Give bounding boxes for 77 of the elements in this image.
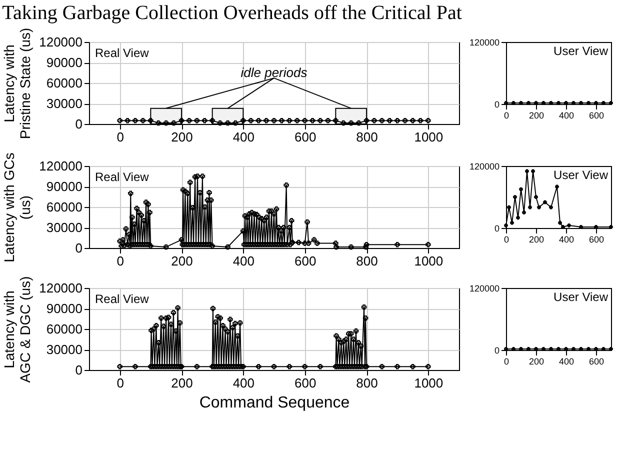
x-tick-label: 0 (116, 130, 124, 144)
x-tick-label: 200 (171, 376, 193, 390)
point (510, 220, 514, 225)
x-tick-label: 400 (232, 130, 255, 144)
y-tick-label: 120000 (39, 158, 82, 174)
y-tick-label: 90000 (46, 55, 82, 70)
annotation: User View (554, 168, 608, 182)
annotation: idle periods (240, 65, 308, 80)
y-tick-label: 30000 (46, 342, 82, 357)
x-tick-label: 0 (116, 254, 124, 268)
x-tick-label: 800 (356, 254, 378, 268)
x-tick-label: 200 (171, 130, 193, 144)
y-tick-label: 30000 (46, 220, 82, 235)
x-tick-label: 600 (294, 254, 316, 268)
y-axis-title: Latency with AGC & DGC (us) (1, 276, 34, 383)
x-tick-label: 200 (171, 254, 193, 268)
point (525, 169, 529, 174)
x-tick-label: 600 (588, 234, 604, 244)
x-tick-label: 200 (528, 234, 544, 244)
y-tick-label: 60000 (46, 76, 82, 90)
y-tick-label: 90000 (46, 179, 82, 194)
x-axis-title: Command Sequence (199, 394, 350, 412)
y-tick-label: 30000 (46, 96, 82, 111)
point (522, 210, 526, 214)
x-tick-label: 600 (588, 356, 604, 366)
point (531, 169, 535, 174)
x-tick-label: 0 (504, 234, 510, 244)
y-tick-label: 120000 (469, 38, 500, 48)
point (528, 205, 532, 210)
y-tick-label: 60000 (46, 322, 82, 336)
point (507, 205, 511, 210)
annotation: User View (554, 44, 608, 58)
x-tick-label: 400 (558, 234, 574, 244)
y-tick-label: 0 (494, 100, 500, 110)
x-tick-label: 400 (558, 356, 574, 366)
x-tick-label: 600 (294, 130, 316, 144)
x-tick-label: 200 (528, 110, 544, 120)
x-tick-label: 0 (504, 356, 510, 366)
y-axis-title: Latency with Pristine State (us) (1, 28, 34, 140)
x-tick-label: 600 (588, 110, 604, 120)
x-tick-label: 600 (294, 376, 316, 390)
point (519, 187, 523, 192)
y-tick-label: 60000 (46, 200, 82, 214)
x-tick-label: 1000 (414, 254, 444, 268)
y-tick-label: 120000 (469, 162, 500, 172)
point (513, 195, 517, 199)
point (567, 224, 571, 228)
x-tick-label: 1000 (414, 376, 444, 390)
x-tick-label: 400 (558, 110, 574, 120)
y-tick-label: 120000 (39, 280, 82, 296)
y-tick-label: 0 (494, 224, 500, 234)
point (555, 184, 559, 189)
annotation: Real View (95, 170, 150, 184)
x-tick-label: 200 (528, 356, 544, 366)
x-tick-label: 0 (504, 110, 510, 120)
chart-title: Taking Garbage Collection Overheads off the Critical Pat (2, 2, 462, 24)
point (558, 220, 562, 225)
x-tick-label: 0 (116, 376, 124, 390)
point (537, 205, 541, 210)
point (543, 200, 547, 204)
annotation: Real View (95, 46, 150, 60)
x-tick-label: 800 (356, 130, 378, 144)
y-tick-label: 120000 (39, 34, 82, 50)
y-tick-label: 120000 (469, 284, 500, 294)
x-tick-label: 800 (356, 376, 378, 390)
x-tick-label: 1000 (414, 130, 444, 144)
point (504, 224, 508, 228)
y-tick-label: 90000 (46, 301, 82, 316)
x-tick-label: 400 (232, 254, 255, 268)
x-tick-label: 400 (232, 376, 255, 390)
y-axis-title: Latency with GCs (us) (1, 152, 34, 262)
point (534, 195, 538, 199)
y-tick-label: 0 (494, 346, 500, 356)
annotation: Real View (95, 292, 150, 306)
point (516, 216, 520, 220)
annotation: User View (554, 290, 608, 304)
point (549, 205, 553, 210)
